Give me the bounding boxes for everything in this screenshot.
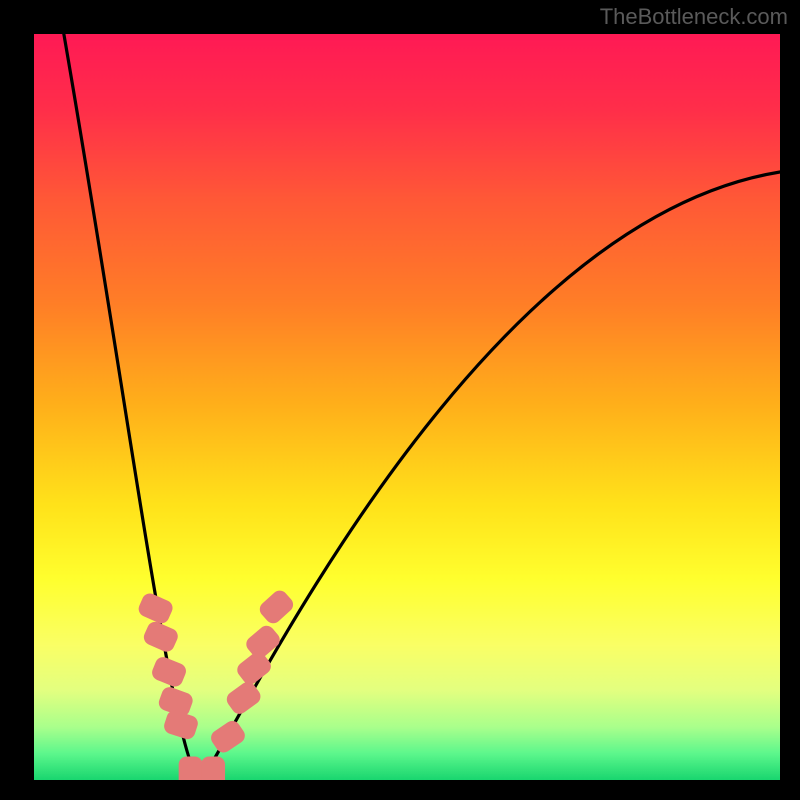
curve-marker bbox=[208, 718, 248, 756]
plot-area bbox=[34, 34, 780, 780]
curve-marker bbox=[243, 623, 283, 662]
curve-marker bbox=[179, 757, 203, 780]
curve-marker bbox=[257, 587, 297, 626]
watermark-text: TheBottleneck.com bbox=[600, 4, 788, 30]
curve-marker bbox=[150, 655, 189, 689]
curve-overlay bbox=[34, 34, 780, 780]
chart-frame: TheBottleneck.com bbox=[0, 0, 800, 800]
curve-marker bbox=[162, 708, 200, 741]
curve-marker bbox=[136, 591, 175, 626]
curve-marker bbox=[141, 619, 180, 654]
curve-marker bbox=[201, 757, 225, 780]
